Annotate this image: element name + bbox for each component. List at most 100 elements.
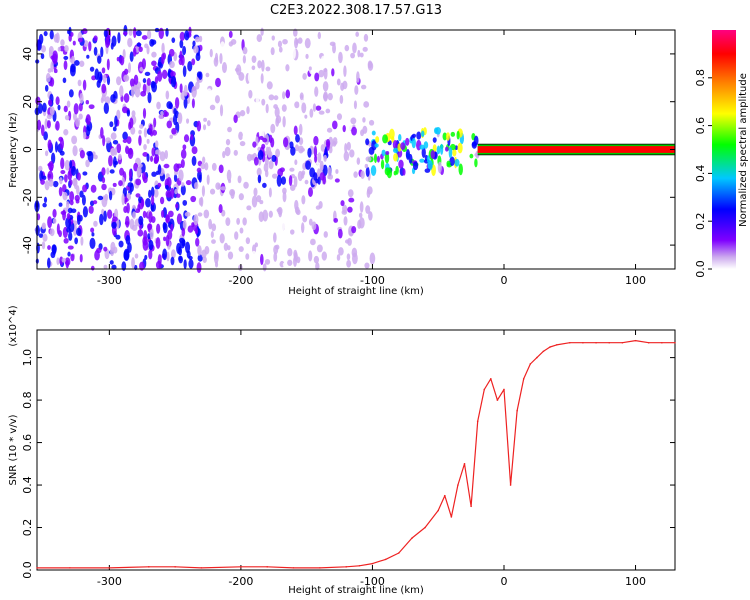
spectro-cell (86, 150, 93, 157)
snr-point-32 (536, 356, 538, 359)
spectro-cell (362, 117, 366, 123)
spectro-cell (261, 59, 265, 72)
spectro-cell (148, 239, 154, 251)
colorbar-tick-label-0: 0.0 (694, 260, 707, 278)
spectro-cell (82, 28, 88, 35)
spectro-cell (139, 124, 144, 129)
spectro-cell (48, 178, 54, 187)
spectro-cell (67, 251, 71, 257)
spectro-cell (178, 237, 185, 243)
spectro-cell (35, 224, 40, 237)
spectro-cell (103, 246, 108, 252)
spectro-cell (430, 150, 436, 159)
spectro-cell (412, 161, 419, 171)
snr-point-33 (542, 350, 545, 353)
spectro-cell (287, 259, 293, 266)
spectro-cell (195, 237, 200, 247)
snr-point-13 (384, 558, 387, 561)
spectro-cell (128, 148, 133, 155)
spectro-cell (183, 96, 188, 109)
spectro-cell (184, 211, 191, 217)
snr-point-20 (457, 484, 459, 486)
spectro-cell (253, 156, 259, 166)
spectro-cell (282, 191, 287, 203)
spectro-cell (142, 78, 147, 84)
spectro-cell (144, 254, 148, 260)
spectro-cell (140, 198, 145, 208)
spectro-cell (177, 112, 183, 125)
spectro-cell (295, 134, 300, 143)
snr-y-axis-label: SNR (10 * v/v) (8, 414, 19, 485)
spectro-cell (78, 113, 83, 120)
spectro-cell (191, 98, 195, 109)
spectro-cell (251, 195, 258, 208)
snr-point-6 (240, 566, 242, 568)
spectro-cell (346, 253, 351, 261)
spectro-cell (395, 165, 399, 175)
spectro-cell (201, 249, 207, 259)
spectro-cell (295, 225, 301, 238)
spectro-cell (185, 180, 192, 186)
spectro-cell (179, 50, 183, 62)
spectro-cell (221, 61, 227, 74)
spectro-cell (41, 241, 46, 250)
spectro-cell (196, 120, 202, 132)
spectro-cell (47, 216, 53, 229)
spectro-cell (226, 169, 232, 182)
snr-point-36 (568, 341, 571, 344)
snr-point-37 (582, 341, 584, 344)
spectro-cell (135, 30, 142, 37)
spectro-cell (181, 227, 186, 237)
spectro-cell (323, 154, 327, 160)
spectro-cell (63, 105, 68, 113)
colorbar-ticks: 0.0 0.2 0.4 0.6 0.8 (694, 69, 712, 278)
spectro-cell (111, 221, 117, 229)
spectro-cell (63, 55, 69, 60)
spectrogram-x-axis-label: Height of straight line (km) (288, 286, 424, 297)
spectro-cell (182, 219, 187, 230)
spectro-cell (416, 131, 422, 140)
spectro-cell (262, 209, 269, 222)
spectro-cell (60, 157, 65, 170)
spectro-cell (160, 53, 165, 65)
spectro-cell (338, 247, 344, 256)
spectro-cell (209, 48, 213, 58)
spectro-cell (352, 209, 357, 219)
snr-x-tick-label-4: 100 (625, 575, 646, 588)
spectro-cell (49, 228, 55, 237)
spectro-cell (211, 162, 217, 171)
spectro-cell (282, 115, 286, 128)
spectro-cell (288, 175, 293, 186)
spectro-cell (230, 189, 235, 199)
spectro-cell (54, 141, 58, 153)
spectro-cell (275, 117, 280, 127)
spectro-cell (257, 60, 262, 69)
spectro-cell (190, 195, 197, 203)
spectro-cell (180, 149, 187, 159)
spectro-cell (282, 38, 288, 45)
spectro-cell (278, 46, 283, 53)
spectro-cell (193, 45, 199, 54)
spectro-cell (275, 148, 281, 158)
spectro-cell (38, 103, 43, 114)
spectro-cell (157, 61, 162, 68)
spectro-cell (262, 263, 267, 272)
spectro-cell (356, 115, 362, 122)
spectro-cell (220, 41, 225, 52)
spectro-cell (251, 250, 257, 258)
spectro-cell (123, 248, 130, 261)
spectro-cell (100, 97, 104, 104)
snr-point-18 (443, 494, 446, 497)
snr-series-line (37, 340, 675, 569)
spectro-cell (293, 125, 298, 136)
spectro-cell (203, 117, 208, 122)
spectro-cell (61, 257, 66, 263)
spectro-cell (63, 60, 68, 71)
snr-point-42 (647, 341, 650, 344)
spectro-cell (419, 144, 425, 150)
spectro-cell (67, 207, 73, 214)
spectro-cell (224, 196, 230, 206)
spectro-cell (273, 252, 278, 262)
spectro-cell (364, 262, 370, 269)
spectro-cell (82, 184, 88, 193)
